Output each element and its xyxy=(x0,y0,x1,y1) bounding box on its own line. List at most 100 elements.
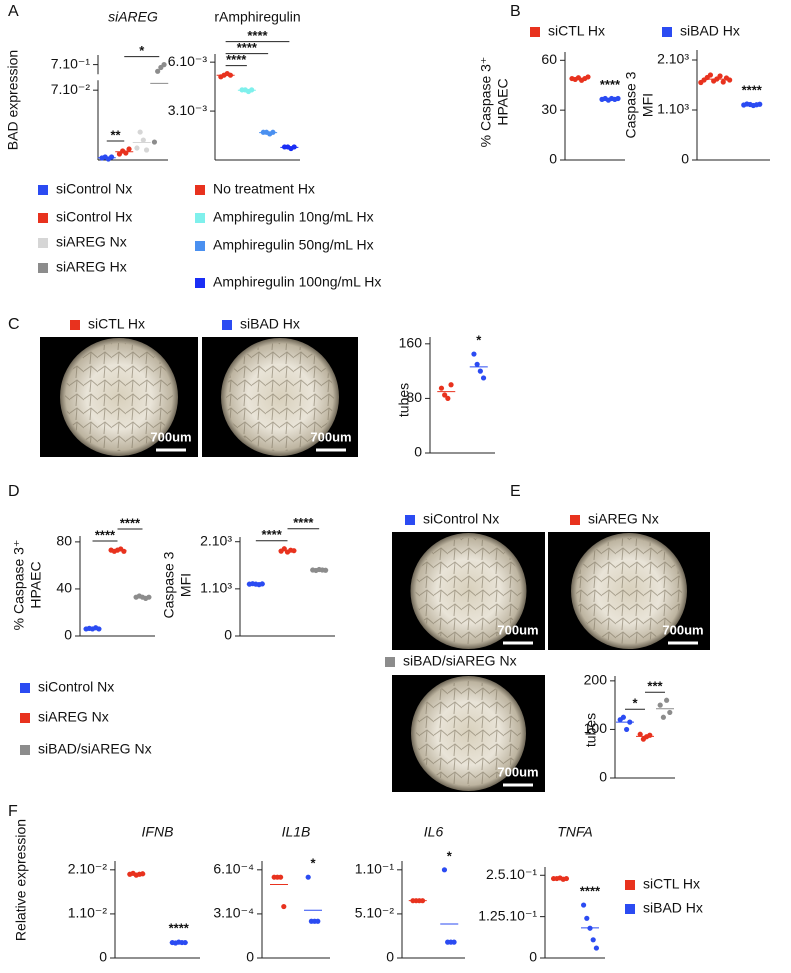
y-tick-label: 0 xyxy=(549,151,557,167)
y-axis-label: % Caspase 3⁺ xyxy=(478,57,494,148)
y-tick-label: 6.10⁻³ xyxy=(168,53,208,69)
significance-label: **** xyxy=(95,527,116,542)
legend-marker xyxy=(38,185,48,195)
scale-bar-label: 700um xyxy=(150,429,191,444)
data-point xyxy=(480,375,487,381)
data-point xyxy=(727,77,733,83)
legend-label: siControl Nx xyxy=(38,679,114,695)
panel-letter: B xyxy=(510,3,521,20)
legend-label: siCTL Hx xyxy=(643,876,700,892)
legend-label: siAREG Nx xyxy=(56,234,127,250)
y-axis-label: HPAEC xyxy=(495,78,511,125)
data-point xyxy=(720,79,726,85)
data-point xyxy=(581,902,587,908)
legend-marker xyxy=(38,263,48,273)
data-point xyxy=(140,137,146,143)
y-tick-label: 0 xyxy=(99,949,107,965)
data-point xyxy=(134,145,140,151)
panel-letter: D xyxy=(8,483,20,500)
data-point xyxy=(664,697,670,703)
y-tick-label: 7.10⁻² xyxy=(51,81,91,97)
significance-label: **** xyxy=(169,921,190,936)
data-point xyxy=(590,937,596,943)
y-tick-label: 3.10⁻³ xyxy=(168,102,208,118)
y-tick-label: 200 xyxy=(584,672,608,688)
y-axis-label: HPAEC xyxy=(28,561,44,608)
data-point xyxy=(137,129,143,135)
scale-bar-label: 700um xyxy=(662,622,703,637)
data-point xyxy=(278,874,284,880)
y-tick-label: 1.10⁻¹ xyxy=(355,861,395,877)
legend-marker xyxy=(195,185,205,195)
y-axis-label: BAD expression xyxy=(5,50,21,150)
y-tick-label: 30 xyxy=(541,101,557,117)
legend-marker xyxy=(530,27,540,37)
significance-label: * xyxy=(632,696,638,711)
y-tick-label: 0 xyxy=(386,949,394,965)
y-tick-label: 160 xyxy=(399,335,423,351)
y-tick-label: 0 xyxy=(414,444,422,460)
chart-title: rAmphiregulin xyxy=(214,9,300,25)
significance-label: **** xyxy=(262,527,283,542)
data-point xyxy=(161,62,167,68)
data-point xyxy=(151,139,158,145)
legend-label: Amphiregulin 100ng/mL Hx xyxy=(213,274,381,290)
y-tick-label: 6.10⁻⁴ xyxy=(213,861,254,877)
y-axis-label: Relative expression xyxy=(13,819,29,941)
legend-label: siBAD/siAREG Nx xyxy=(403,653,517,669)
y-tick-label: 1.10³ xyxy=(200,580,232,596)
data-point xyxy=(281,903,287,910)
legend-label: siCTL Hx xyxy=(548,23,605,39)
legend-label: siBAD Hx xyxy=(643,900,703,916)
data-point xyxy=(667,709,673,716)
data-point xyxy=(637,731,643,737)
legend-marker xyxy=(570,515,580,525)
y-tick-label: 5.10⁻² xyxy=(355,905,395,921)
micrograph-network xyxy=(416,681,521,786)
y-tick-label: 2.10³ xyxy=(657,51,689,67)
y-axis-label: MFI xyxy=(640,93,656,117)
significance-label: **** xyxy=(120,515,141,530)
y-axis-label: MFI xyxy=(178,573,194,597)
y-tick-label: 0 xyxy=(529,949,537,965)
micrograph-network xyxy=(415,538,522,644)
legend-label: siControl Nx xyxy=(423,511,499,527)
legend-label: siBAD/siAREG Nx xyxy=(38,741,152,757)
y-axis-label: tubes xyxy=(396,383,412,417)
legend-label: siBAD Hx xyxy=(680,23,740,39)
y-tick-label: 7.10⁻¹ xyxy=(51,55,91,71)
legend-marker xyxy=(195,241,205,251)
legend-marker xyxy=(625,904,635,914)
legend-label: Amphiregulin 10ng/mL Hx xyxy=(213,209,374,225)
significance-label: **** xyxy=(600,77,621,92)
chart-title: siAREG xyxy=(108,9,158,25)
data-point xyxy=(471,351,477,357)
legend-label: No treatment Hx xyxy=(213,181,315,197)
chart-title: IL6 xyxy=(424,824,444,840)
legend-label: siAREG Nx xyxy=(38,709,109,725)
y-axis-label: tubes xyxy=(583,713,599,747)
legend-marker xyxy=(385,657,395,667)
legend-marker xyxy=(195,213,205,223)
legend-label: siCTL Hx xyxy=(88,316,145,332)
legend-marker xyxy=(20,745,30,755)
significance-label: **** xyxy=(742,82,763,97)
data-point xyxy=(441,867,448,873)
legend-label: siBAD Hx xyxy=(240,316,300,332)
y-tick-label: 80 xyxy=(406,389,422,405)
y-tick-label: 2.5.10⁻¹ xyxy=(486,866,537,882)
legend-label: siAREG Nx xyxy=(588,511,659,527)
y-tick-label: 0 xyxy=(681,151,689,167)
data-point xyxy=(707,72,714,78)
significance-label: **** xyxy=(247,28,268,43)
panel-letter: E xyxy=(510,483,521,500)
data-point xyxy=(155,68,161,74)
legend-label: siAREG Hx xyxy=(56,259,127,275)
significance-label: **** xyxy=(237,40,258,55)
y-axis-label: Caspase 3 xyxy=(161,551,177,618)
legend-marker xyxy=(625,880,635,890)
data-point xyxy=(121,548,127,554)
data-point xyxy=(108,154,115,160)
legend-marker xyxy=(20,683,30,693)
